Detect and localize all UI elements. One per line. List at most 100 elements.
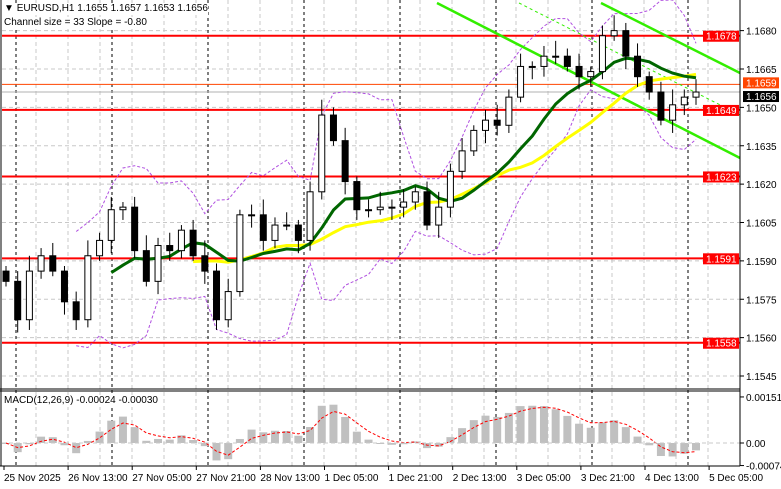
macd-bar: [118, 416, 127, 443]
macd-bar: [165, 439, 174, 443]
candle-bear: [189, 229, 197, 257]
level-price-tag-bg: [703, 104, 739, 116]
macd-bar: [458, 428, 467, 443]
time-tick-label: 3 Dec 21:00: [581, 473, 635, 484]
level-price-tag: 1.1678: [706, 32, 737, 43]
support-resistance-levels: [2, 34, 740, 344]
level-price-tag: 1.1591: [706, 254, 737, 265]
macd-bar: [551, 409, 560, 443]
macd-bar: [177, 435, 186, 443]
macd-bar: [317, 405, 326, 443]
macd-bar: [306, 427, 315, 443]
macd-bar: [95, 431, 104, 443]
candle-bull: [177, 229, 185, 252]
candle-bull: [154, 245, 162, 282]
macd-bar: [329, 404, 338, 443]
macd-bar: [516, 406, 525, 443]
price-tick-label: 1.1665: [746, 65, 777, 76]
macd-bar: [586, 427, 595, 443]
price-axis-labels: 0.00151 0.00 -0.00074 1.1545 1.1560 1.1575 1.1…: [740, 27, 781, 473]
candle-bear: [2, 270, 10, 282]
candle-bull: [505, 96, 513, 126]
candle-bear: [353, 181, 361, 211]
time-tick-label: 2 Dec 13:00: [453, 473, 507, 484]
candle-bear: [213, 270, 221, 321]
level-price-tag-bg: [703, 171, 739, 183]
macd-bar: [48, 437, 57, 443]
symbol-header: ▼ EURUSD,H1 1.1655 1.1657 1.1653 1.1656: [4, 3, 208, 15]
macd-label: MACD(12,26,9) -0.00024 -0.00030: [4, 395, 158, 407]
time-tick-label: 27 Nov 05:00: [132, 473, 192, 484]
price-tick-label: 1.1605: [746, 219, 777, 230]
time-tick-label: 28 Nov 13:00: [260, 473, 320, 484]
macd-bar: [142, 440, 151, 443]
candle-bear: [142, 250, 150, 282]
time-axis-labels: 25 Nov 2025 26 Nov 13:00 27 Nov 05:00 27 No…: [3, 466, 763, 484]
macd-bar: [60, 443, 69, 446]
candle-bull: [587, 71, 595, 78]
channel-upper-line: [600, 1, 741, 75]
candle-bear: [329, 114, 337, 142]
candle-bear: [563, 55, 571, 67]
time-tick-label: 5 Dec 05:00: [709, 473, 763, 484]
macd-bar: [282, 431, 291, 443]
level-price-tag: 1.1649: [706, 106, 737, 117]
time-tick-label: 4 Dec 13:00: [645, 473, 699, 484]
candle-bull: [517, 65, 525, 98]
macd-bar: [270, 430, 279, 443]
candle-bear: [657, 91, 665, 121]
candle-bull: [84, 255, 92, 321]
level-price-tag: 1.1558: [706, 339, 737, 350]
macd-bar: [656, 443, 665, 457]
ma-slow-line: [193, 72, 697, 264]
price-tick-label: 1.1620: [746, 180, 777, 191]
candle-bull: [96, 239, 104, 257]
candle-bull: [540, 55, 548, 67]
candle-bull: [598, 35, 606, 73]
candle-bear: [622, 30, 630, 57]
candle-bull: [283, 224, 291, 227]
macd-tick-label: 0.00: [746, 439, 766, 450]
grid: [2, 0, 740, 466]
candle-bear: [49, 255, 57, 272]
time-tick-label: 26 Nov 13:00: [68, 473, 128, 484]
candle-bull: [435, 206, 443, 226]
candle-bear: [294, 224, 302, 241]
macd-bar: [235, 438, 244, 443]
candle-bull: [470, 129, 478, 152]
candles: [2, 15, 700, 333]
macd-panel: [2, 404, 740, 461]
macd-bar: [154, 438, 163, 443]
channel-info: Channel size = 33 Slope = -0.80: [4, 17, 147, 29]
macd-bar: [645, 443, 654, 446]
macd-bar: [83, 440, 92, 443]
macd-bar: [680, 443, 689, 454]
candle-bull: [446, 170, 454, 208]
candle-bear: [575, 65, 583, 78]
time-tick-label: 3 Dec 05:00: [517, 473, 571, 484]
macd-bar: [72, 443, 81, 454]
candle-bear: [131, 206, 139, 252]
macd-bar: [352, 431, 361, 443]
candle-bull: [271, 224, 279, 241]
macd-bar: [598, 422, 607, 443]
ask-price-tag: 1.1659: [746, 78, 777, 89]
macd-signal-line: [5, 406, 697, 456]
macd-tick-label: 0.00151: [746, 393, 781, 404]
price-tick-label: 1.1545: [746, 372, 777, 383]
macd-bar: [130, 427, 139, 443]
candle-bull: [610, 30, 618, 37]
price-tick-label: 1.1680: [746, 27, 777, 38]
level-price-tag: 1.1623: [706, 172, 737, 183]
price-tick-label: 1.1575: [746, 295, 777, 306]
candle-bull: [376, 206, 384, 211]
macd-bar: [610, 420, 619, 443]
candle-bull: [680, 96, 688, 106]
candle-bull: [248, 214, 256, 217]
macd-bar: [692, 443, 700, 451]
dropdown-triangle-icon[interactable]: ▼: [4, 3, 14, 14]
level-price-tag-bg: [703, 30, 739, 42]
candle-bull: [692, 91, 700, 98]
